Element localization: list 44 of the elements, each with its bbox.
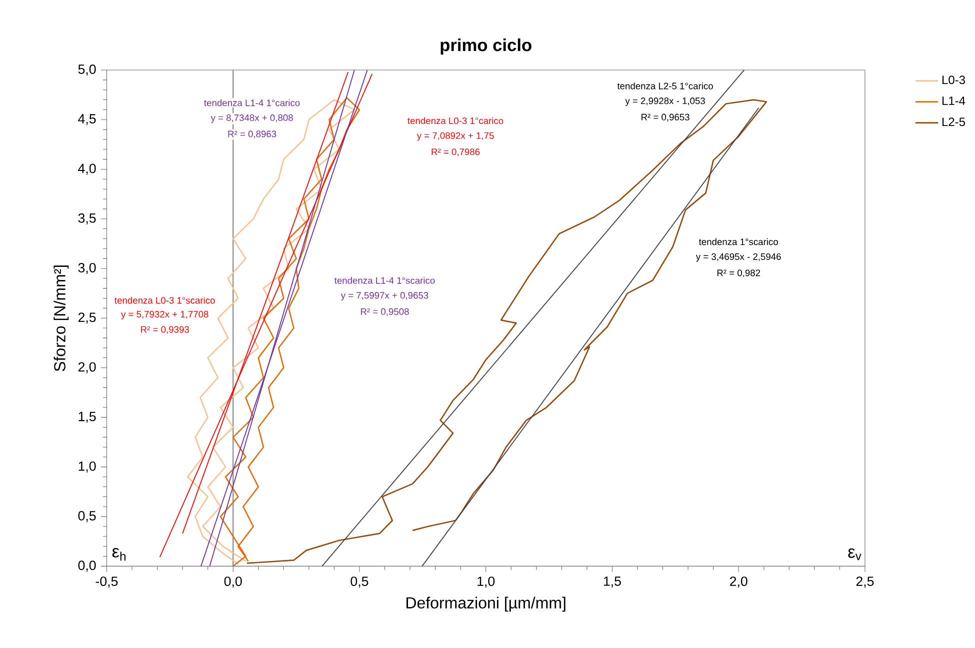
legend-label: L0-3 xyxy=(942,76,965,84)
annotation: y = 5,7932x + 1,7708 xyxy=(121,310,208,320)
annotation: tendenza L0-3 1°scarico xyxy=(114,296,215,304)
x-tick-label: 0,5 xyxy=(350,576,368,588)
x-tick-label: 2,5 xyxy=(856,576,874,588)
annotation: R² = 0,982 xyxy=(717,270,760,278)
x-tick-label: 1,5 xyxy=(604,576,621,588)
chart-title: primo ciclo xyxy=(440,38,532,55)
annotation: y = 8,7348x + 0,808 xyxy=(210,114,293,123)
x-tick-label: 1,0 xyxy=(478,576,495,588)
y-tick-label: 0,5 xyxy=(78,510,96,522)
y-axis-title: Sforzo [N/mm²] xyxy=(54,265,69,372)
annotation: R² = 0,8963 xyxy=(228,130,276,138)
annotation: R² = 0,9653 xyxy=(642,114,690,122)
legend-label: L2-5 xyxy=(942,118,966,126)
y-tick-label: 2,5 xyxy=(78,312,96,324)
annotation: ε$_{h}$ xyxy=(112,548,126,560)
annotation: ε$_{v}$ xyxy=(848,548,862,560)
y-tick-label: 2,0 xyxy=(78,362,96,374)
x-tick-label: 2,0 xyxy=(730,576,748,588)
y-tick-label: 3,5 xyxy=(78,213,96,224)
annotation: R² = 0,7986 xyxy=(432,148,480,156)
y-tick-label: 5,0 xyxy=(78,64,96,76)
x-tick-label: 0,0 xyxy=(224,576,242,588)
annotation: tendenza L0-3 1°carico xyxy=(408,117,504,124)
y-tick-label: 1,0 xyxy=(78,461,96,472)
y-tick-label: 0,0 xyxy=(78,560,96,572)
annotation: y = 3,4695x - 2,5946 xyxy=(696,253,781,262)
y-tick-label: 4,0 xyxy=(78,164,96,175)
annotation: y = 2,9928x - 1,053 xyxy=(625,97,705,106)
legend-label: L1-4 xyxy=(942,96,966,105)
annotation: R² = 0,9508 xyxy=(360,308,409,316)
x-axis-title: Deformazioni [µm/mm] xyxy=(406,596,566,612)
annotation: tendenza L1-4 1°carico xyxy=(204,99,300,106)
annotation: tendenza L2-5 1°carico xyxy=(617,82,713,90)
y-tick-label: 1,5 xyxy=(78,412,96,423)
annotation: tendenza L1-4 1°scarico xyxy=(334,276,435,284)
x-tick-label: -0,5 xyxy=(96,576,118,588)
annotation: y = 7,0892x + 1,75 xyxy=(416,132,494,141)
annotation: y = 7,5997x + 0,9653 xyxy=(340,292,428,300)
y-tick-label: 4,5 xyxy=(78,114,96,125)
annotation: R² = 0,9393 xyxy=(141,326,189,334)
y-tick-label: 3,0 xyxy=(78,262,96,274)
annotation: tendenza 1°scarico xyxy=(698,238,778,246)
